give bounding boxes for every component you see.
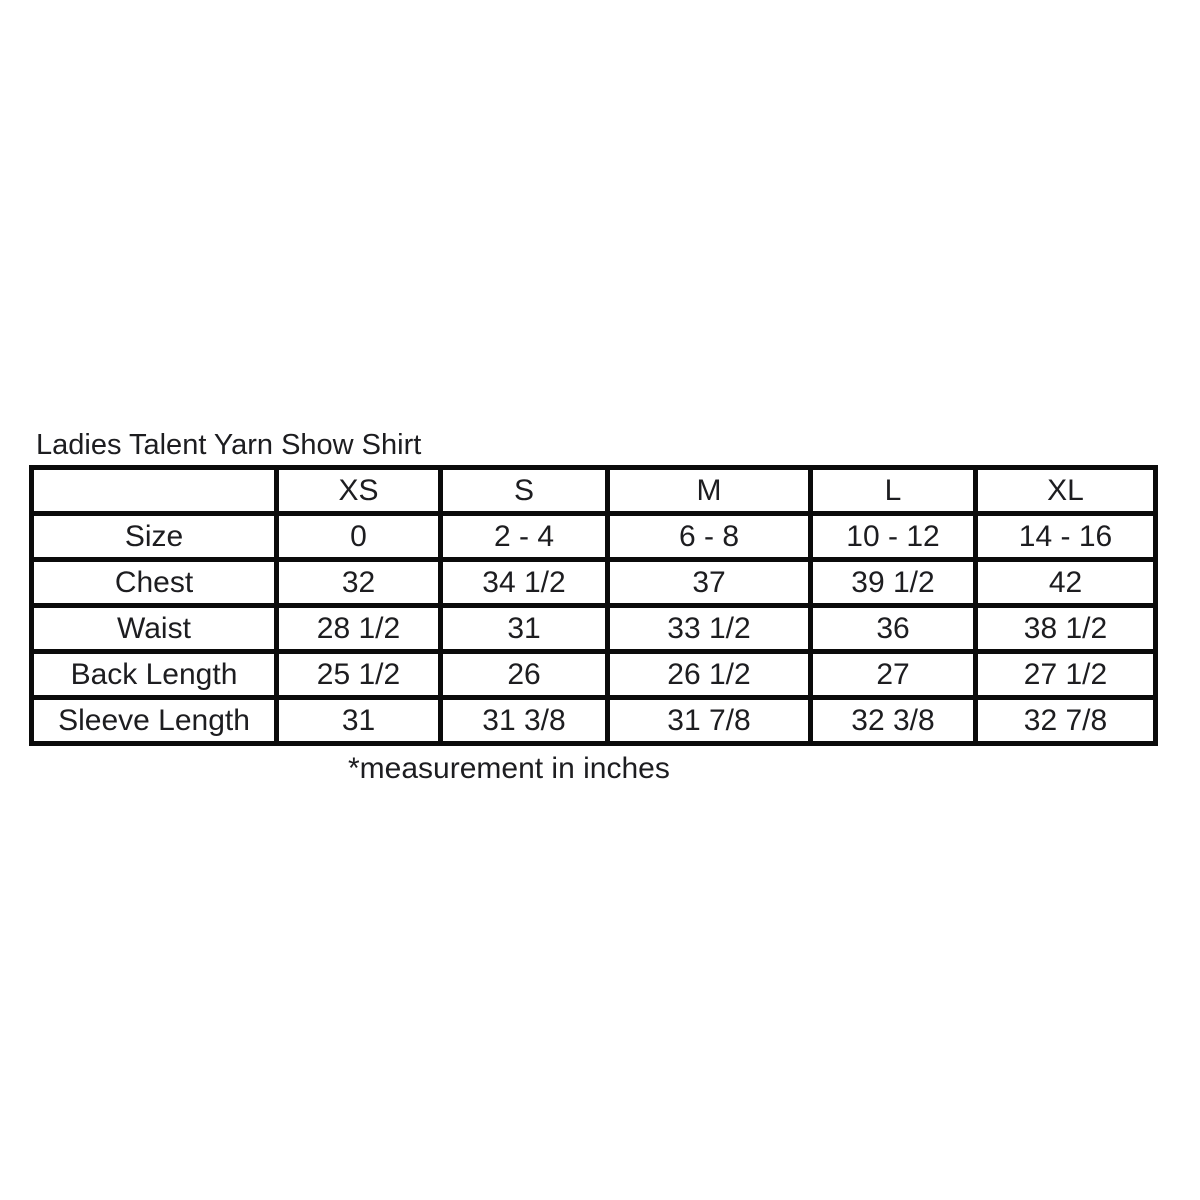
header-cell-xs: XS <box>274 465 443 516</box>
header-cell-blank <box>29 465 279 516</box>
cell-size-m: 6 - 8 <box>605 511 813 562</box>
header-cell-m: M <box>605 465 813 516</box>
row-label-waist: Waist <box>29 603 279 654</box>
cell-back-length-xl: 27 1/2 <box>973 649 1158 700</box>
cell-chest-l: 39 1/2 <box>808 557 978 608</box>
header-cell-xl: XL <box>973 465 1158 516</box>
cell-chest-xs: 32 <box>274 557 443 608</box>
table-row-waist: Waist 28 1/2 31 33 1/2 36 38 1/2 <box>29 603 1158 654</box>
cell-back-length-l: 27 <box>808 649 978 700</box>
cell-waist-s: 31 <box>438 603 610 654</box>
cell-sleeve-length-s: 31 3/8 <box>438 695 610 746</box>
size-chart-table: XS S M L XL Size 0 2 - 4 6 - 8 10 - 12 1… <box>29 465 1158 746</box>
cell-size-l: 10 - 12 <box>808 511 978 562</box>
cell-sleeve-length-m: 31 7/8 <box>605 695 813 746</box>
cell-back-length-m: 26 1/2 <box>605 649 813 700</box>
cell-waist-xl: 38 1/2 <box>973 603 1158 654</box>
header-cell-s: S <box>438 465 610 516</box>
cell-size-s: 2 - 4 <box>438 511 610 562</box>
table-row-chest: Chest 32 34 1/2 37 39 1/2 42 <box>29 557 1158 608</box>
row-label-sleeve-length: Sleeve Length <box>29 695 279 746</box>
row-label-back-length: Back Length <box>29 649 279 700</box>
row-label-size: Size <box>29 511 279 562</box>
cell-size-xl: 14 - 16 <box>973 511 1158 562</box>
table-row-sleeve-length: Sleeve Length 31 31 3/8 31 7/8 32 3/8 32… <box>29 695 1158 746</box>
row-label-chest: Chest <box>29 557 279 608</box>
cell-waist-xs: 28 1/2 <box>274 603 443 654</box>
cell-sleeve-length-xs: 31 <box>274 695 443 746</box>
header-cell-l: L <box>808 465 978 516</box>
cell-chest-s: 34 1/2 <box>438 557 610 608</box>
table-header-row: XS S M L XL <box>29 465 1158 516</box>
cell-size-xs: 0 <box>274 511 443 562</box>
cell-waist-l: 36 <box>808 603 978 654</box>
cell-sleeve-length-l: 32 3/8 <box>808 695 978 746</box>
cell-chest-xl: 42 <box>973 557 1158 608</box>
cell-waist-m: 33 1/2 <box>605 603 813 654</box>
cell-back-length-s: 26 <box>438 649 610 700</box>
measurement-footnote: *measurement in inches <box>348 752 670 785</box>
cell-chest-m: 37 <box>605 557 813 608</box>
cell-sleeve-length-xl: 32 7/8 <box>973 695 1158 746</box>
page-title: Ladies Talent Yarn Show Shirt <box>36 429 422 461</box>
table-row-size: Size 0 2 - 4 6 - 8 10 - 12 14 - 16 <box>29 511 1158 562</box>
cell-back-length-xs: 25 1/2 <box>274 649 443 700</box>
table-row-back-length: Back Length 25 1/2 26 26 1/2 27 27 1/2 <box>29 649 1158 700</box>
